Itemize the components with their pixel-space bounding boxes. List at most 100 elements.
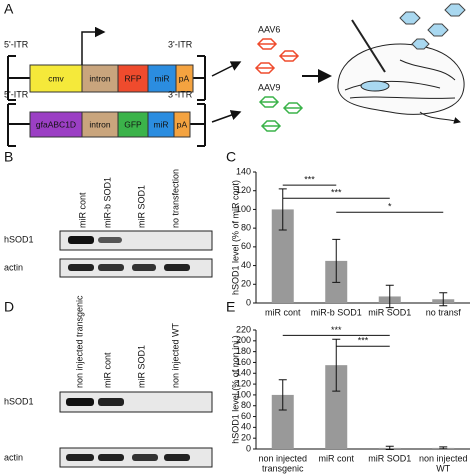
band xyxy=(98,398,124,406)
element xyxy=(173,111,191,138)
x-tick-label: non injected xyxy=(419,453,468,463)
arrow xyxy=(211,110,242,123)
error-bar xyxy=(439,446,448,450)
element-label: miR xyxy=(154,73,169,83)
y-tick-label: 100 xyxy=(236,389,251,399)
band xyxy=(68,264,94,271)
element xyxy=(29,111,83,138)
element-label: intron xyxy=(89,73,111,83)
y-axis-label: hSOD1 level (% of miR cont) xyxy=(230,180,240,295)
error-bar xyxy=(439,292,448,307)
blot xyxy=(59,391,213,413)
band xyxy=(66,398,94,406)
y-tick-label: 200 xyxy=(236,335,251,345)
y-tick-label: 60 xyxy=(241,241,251,251)
lane-label: non injected transgenic xyxy=(74,295,84,388)
band xyxy=(68,236,94,244)
y-tick-label: 0 xyxy=(246,297,251,307)
significance-label: * xyxy=(388,202,392,212)
x-tick-label: transgenic xyxy=(262,463,304,473)
y-tick-label: 120 xyxy=(236,378,251,388)
lane-label: miR cont xyxy=(77,192,87,228)
significance-label: *** xyxy=(358,336,369,346)
bar xyxy=(271,209,294,303)
promoter-arrow xyxy=(81,26,106,65)
y-tick-label: 0 xyxy=(246,443,251,453)
panel-label: E xyxy=(226,299,235,315)
error-bar xyxy=(385,284,394,309)
panel-label: D xyxy=(4,299,14,315)
y-tick-label: 140 xyxy=(236,368,251,378)
band xyxy=(164,264,190,271)
itr-label: 3'-ITR xyxy=(168,39,193,49)
band xyxy=(66,454,94,461)
x-tick-label: WT xyxy=(436,463,450,473)
element-label: intron xyxy=(89,119,111,129)
x-tick-label: non injected xyxy=(258,453,307,463)
itr-label: 5'-ITR xyxy=(4,89,29,99)
itr xyxy=(7,103,206,147)
bar xyxy=(271,394,294,449)
y-tick-label: 100 xyxy=(236,204,251,214)
vector-label: AAV6 xyxy=(258,24,280,34)
band xyxy=(164,454,190,461)
band xyxy=(98,264,124,271)
lane-label: non injected WT xyxy=(170,322,180,388)
lane-label: miR-b SOD1 xyxy=(102,177,112,228)
y-tick-label: 80 xyxy=(241,223,251,233)
significance-label: *** xyxy=(331,325,342,335)
panel-label: B xyxy=(4,149,13,165)
element-label: miR xyxy=(153,119,168,129)
element-label: pA xyxy=(177,119,188,129)
element xyxy=(117,64,149,93)
error-bar xyxy=(332,338,341,392)
element xyxy=(175,64,194,93)
significance-label: *** xyxy=(304,174,315,184)
virus-green xyxy=(258,96,304,132)
lane-label: miR SOD1 xyxy=(136,345,146,388)
y-tick-label: 40 xyxy=(241,260,251,270)
itr-label: 3'-ITR xyxy=(168,89,193,99)
element xyxy=(147,64,177,93)
x-tick-label: miR cont xyxy=(318,453,354,463)
y-tick-label: 40 xyxy=(241,422,251,432)
row-label: actin xyxy=(4,452,23,462)
x-tick-label: miR SOD1 xyxy=(368,453,411,463)
panel-label: C xyxy=(226,149,236,165)
significance-label: *** xyxy=(331,188,342,198)
row-label: hSOD1 xyxy=(4,234,34,244)
error-bar xyxy=(278,379,287,411)
virus-blue xyxy=(399,3,466,50)
y-tick-label: 20 xyxy=(241,433,251,443)
lane-label: miR SOD1 xyxy=(136,185,146,228)
panel-label: A xyxy=(4,1,14,17)
itr-label: 5'-ITR xyxy=(4,39,29,49)
element-label: RFP xyxy=(125,73,142,83)
band xyxy=(98,237,122,243)
vector-label: AAV9 xyxy=(258,82,280,92)
error-bar xyxy=(385,445,394,451)
band xyxy=(98,454,124,461)
lane-label: miR cont xyxy=(102,352,112,388)
blot xyxy=(59,230,213,251)
x-tick-label: miR-b SOD1 xyxy=(311,307,362,317)
error-bar xyxy=(278,188,287,231)
y-axis-label: hSOD1 level (% of non inj.) xyxy=(230,335,240,444)
element-label: cmv xyxy=(48,73,64,83)
bar xyxy=(325,365,348,449)
y-tick-label: 60 xyxy=(241,411,251,421)
panel-b: B miR cont miR-b SOD1 miR SOD1 no transf… xyxy=(4,149,213,278)
error-bar xyxy=(332,238,341,283)
lane-label: no transfection xyxy=(170,169,180,228)
itr xyxy=(7,55,206,101)
element-label: pA xyxy=(179,73,190,83)
y-tick-label: 80 xyxy=(241,400,251,410)
element xyxy=(81,64,119,93)
y-tick-label: 220 xyxy=(236,324,251,334)
y-tick-label: 20 xyxy=(241,279,251,289)
panel-d: D non injected transgenic miR cont miR S… xyxy=(4,295,213,468)
panel-a: A 5'-ITR 3'-ITR cmv intron RFP miR pA 5'… xyxy=(4,1,466,147)
y-tick-label: 160 xyxy=(236,357,251,367)
y-tick-label: 120 xyxy=(236,185,251,195)
brain xyxy=(337,19,465,124)
